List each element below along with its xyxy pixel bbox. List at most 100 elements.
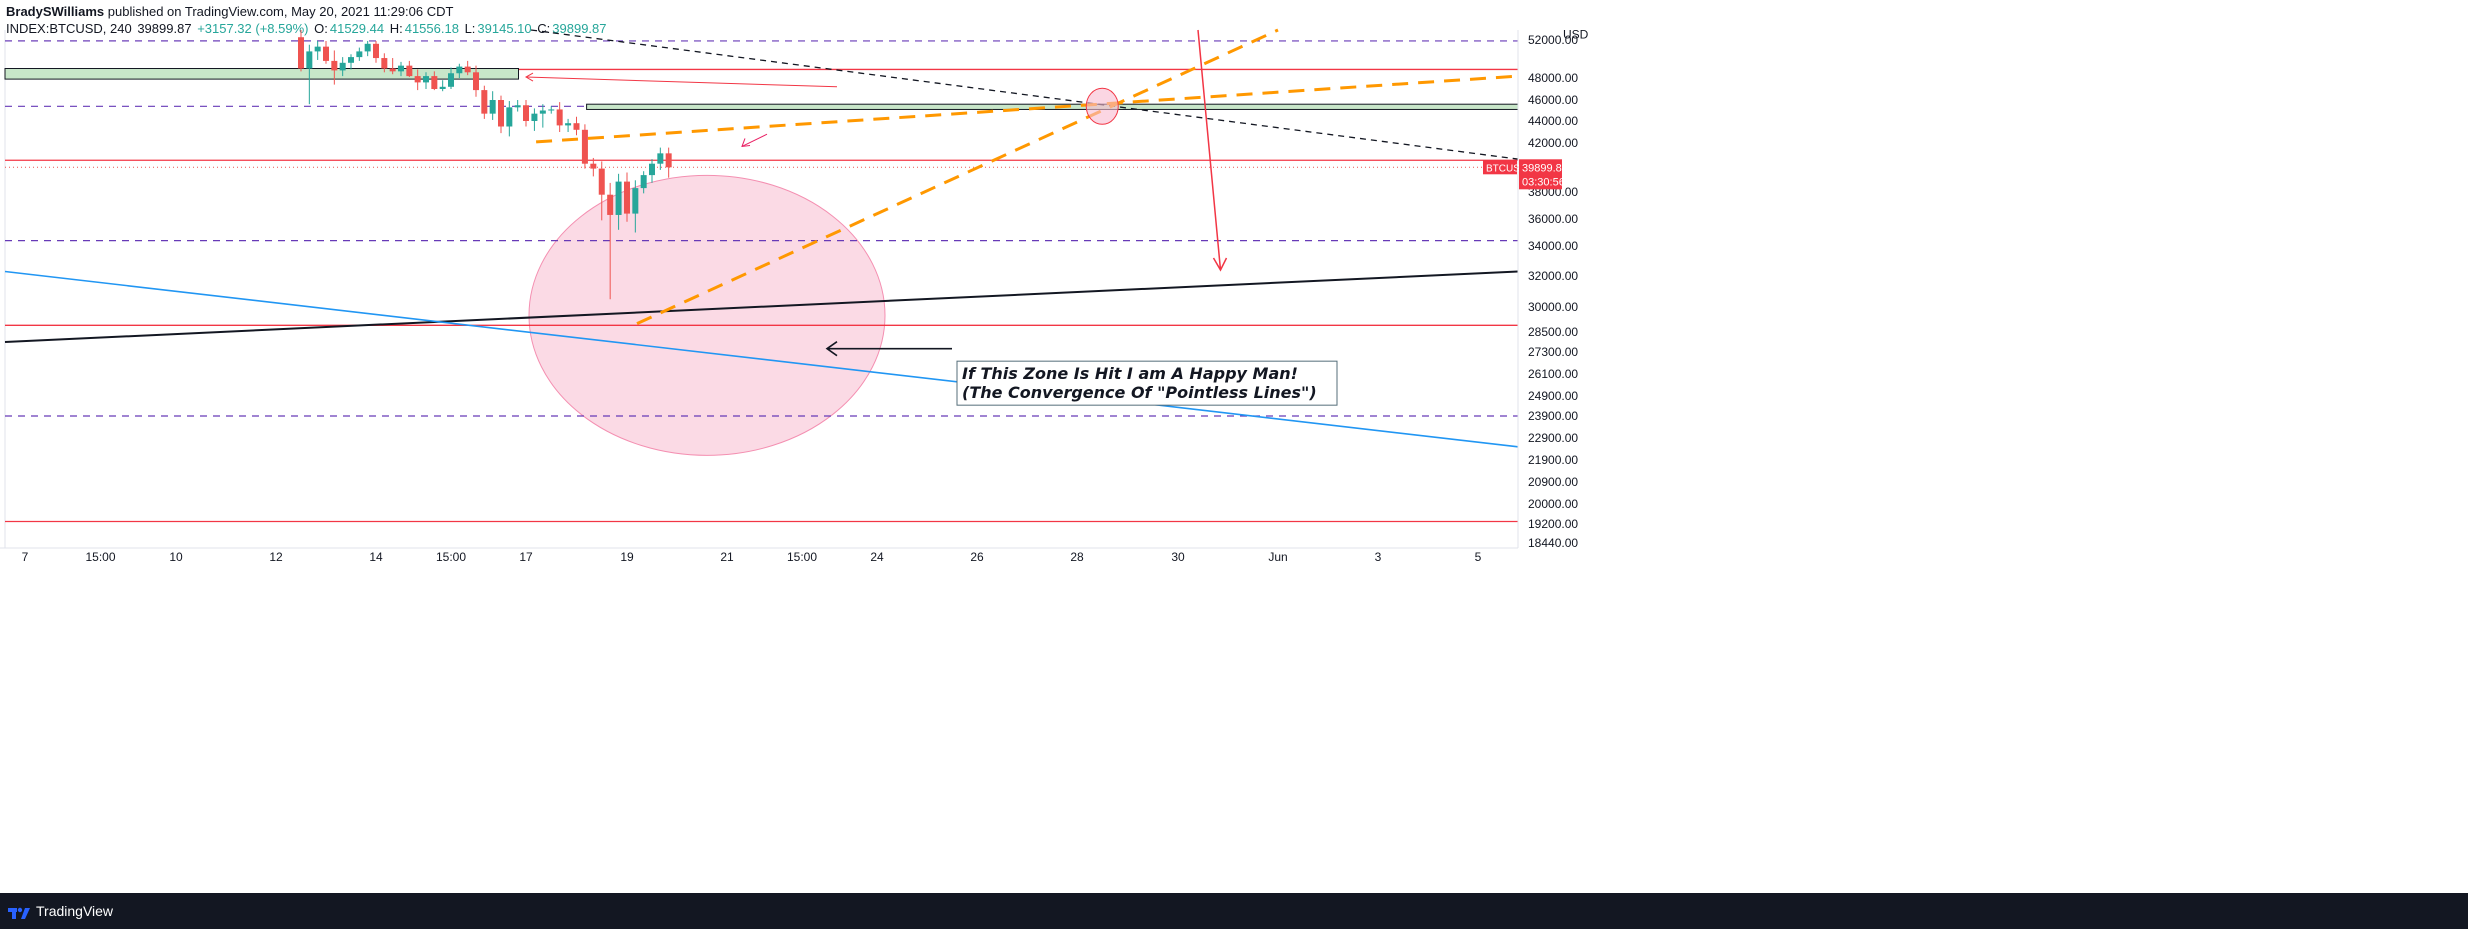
candle-body: [331, 60, 338, 71]
price-change: +3157.32 (+8.59%): [197, 21, 309, 36]
time-axis-label: 21: [720, 550, 734, 564]
symbol-tag-text: BTCUSD: [1486, 163, 1527, 174]
candle-body: [306, 51, 313, 69]
price-axis-label: 24900.00: [1528, 389, 1578, 403]
time-axis-label: 14: [369, 550, 383, 564]
candle-body: [565, 123, 572, 126]
annotation-line-1: If This Zone Is Hit I am A Happy Man!: [962, 364, 1298, 383]
symbol-interval[interactable]: INDEX:BTCUSD, 240: [6, 21, 132, 36]
small-pink-arrow: [741, 133, 768, 147]
supply-zone-box: [4, 68, 519, 80]
publisher-line: BradySWilliams published on TradingView.…: [6, 4, 453, 19]
high-value: 41556.18: [404, 21, 459, 36]
candle-body: [323, 46, 329, 61]
axes-layer: 52000.00 48000.00 46000.00 44000.00 42000.00…: [0, 27, 2468, 893]
time-axis-panel: [0, 548, 2468, 893]
candle-body: [364, 43, 371, 52]
candle-body: [431, 76, 438, 89]
tradingview-brand[interactable]: TradingView: [36, 903, 114, 919]
candle-body: [539, 110, 546, 114]
candle-body: [464, 66, 471, 73]
chart-header: BradySWilliams published on TradingView.…: [0, 0, 2468, 40]
candle-body: [489, 100, 496, 114]
low-value: 39145.10: [477, 21, 532, 36]
candle-body: [456, 66, 463, 74]
time-axis-label: 26: [970, 550, 984, 564]
price-axis-label: 52000.00: [1528, 33, 1578, 47]
candle-body: [514, 105, 521, 108]
countdown-text: 03:30:56: [1522, 176, 1565, 188]
candle-body: [556, 109, 563, 126]
forecast-arrowhead: [1212, 257, 1228, 272]
chart-canvas[interactable]: If This Zone Is Hit I am A Happy Man!(Th…: [0, 0, 2468, 893]
candle-body: [314, 46, 321, 52]
annotation-box: [956, 360, 1338, 406]
price-axis-label: 23900.00: [1528, 409, 1578, 423]
candle-body: [373, 43, 379, 59]
candle-body: [506, 107, 513, 127]
last-price-text: 39899.87: [1522, 162, 1568, 174]
last-price-tag: [1519, 159, 1562, 190]
candle-body: [615, 181, 622, 215]
price-axis-label: 19200.00: [1528, 517, 1578, 531]
price-axis-label: 36000.00: [1528, 212, 1578, 226]
time-axis-label: 28: [1070, 550, 1084, 564]
published-info: published on TradingView.com, May 20, 20…: [107, 4, 454, 19]
close-value: 39899.87: [552, 21, 607, 36]
time-axis-label: 15:00: [436, 550, 466, 564]
time-axis-label: 24: [870, 550, 884, 564]
candle-body: [649, 163, 655, 176]
blue-descending-trendline: [4, 270, 1519, 448]
candle-body: [498, 100, 504, 127]
time-axis-label: 5: [1475, 550, 1482, 564]
time-axis-label: 12: [269, 550, 283, 564]
price-axis-label: 42000.00: [1528, 136, 1578, 150]
time-axis-label: 3: [1375, 550, 1382, 564]
price-axis-label: 21900.00: [1528, 453, 1578, 467]
price-axis-label: 30000.00: [1528, 300, 1578, 314]
candle-body: [439, 86, 446, 89]
time-axis-label: 7: [22, 550, 29, 564]
background-layer: [4, 30, 886, 548]
tradingview-logo-icon: [8, 907, 30, 919]
candle-body: [632, 188, 639, 214]
small-red-arrow: [525, 76, 838, 88]
candle-body: [398, 65, 404, 72]
candle-body: [348, 57, 354, 63]
orange-channel-upper-line: [535, 74, 1519, 144]
candle-body: [473, 72, 479, 91]
small-pink-arrowhead: [741, 138, 751, 148]
small-red-arrowhead: [524, 72, 534, 82]
candle-body: [448, 73, 454, 87]
candle-body: [298, 37, 304, 69]
candle-body: [381, 58, 388, 69]
candles-layer: [298, 30, 672, 300]
candle-body: [356, 51, 363, 58]
target-zone-ellipse: [528, 174, 886, 456]
time-axis-label: 15:00: [85, 550, 115, 564]
price-axis-label: 20000.00: [1528, 497, 1578, 511]
price-axis-label: 48000.00: [1528, 71, 1578, 85]
price-axis-label: 44000.00: [1528, 114, 1578, 128]
ohlc-line: INDEX:BTCUSD, 240 39899.87 +3157.32 (+8.…: [6, 21, 609, 36]
price-axis-label: 20900.00: [1528, 475, 1578, 489]
price-axis-label: 28500.00: [1528, 325, 1578, 339]
price-axis-panel: [1518, 30, 2468, 548]
open-value: 41529.44: [329, 21, 385, 36]
low-label: L:: [464, 21, 476, 36]
price-axis-label: 26100.00: [1528, 367, 1578, 381]
drawing-layer: [4, 28, 1554, 448]
convergence-circle: [1085, 87, 1119, 125]
time-axis-label: 17: [519, 550, 533, 564]
time-axis-label: 30: [1171, 550, 1185, 564]
author-name[interactable]: BradySWilliams: [6, 4, 105, 19]
last-price: 39899.87: [137, 21, 192, 36]
annotation-layer: If This Zone Is Hit I am A Happy Man!(Th…: [825, 341, 1338, 406]
price-axis-label: 32000.00: [1528, 269, 1578, 283]
symbol-tag: [1483, 160, 1517, 175]
candle-body: [590, 163, 597, 169]
time-axis-label: 10: [169, 550, 183, 564]
candle-body: [624, 181, 630, 214]
price-axis-label: 34000.00: [1528, 239, 1578, 253]
candle-body: [581, 129, 588, 164]
